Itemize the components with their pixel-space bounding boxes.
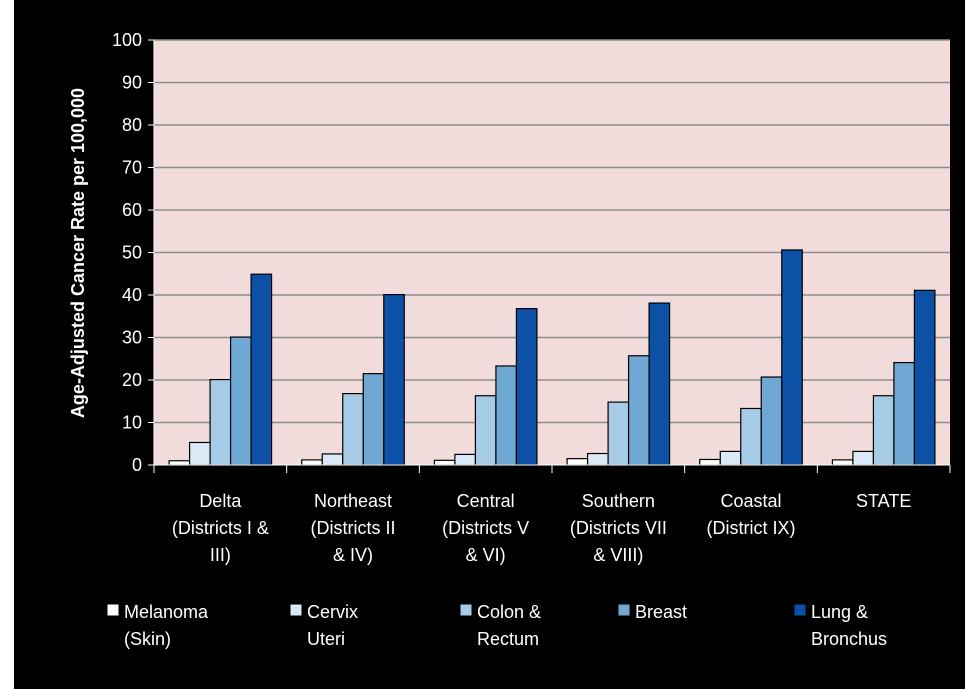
axes [148,39,951,473]
bar [760,376,783,466]
category-label: (Districts II [311,518,396,538]
bar [301,459,323,466]
category-label: Southern [582,491,655,511]
bar [831,459,854,466]
legend-label: Melanoma [124,602,209,622]
y-tick-label: 10 [122,413,142,433]
bar [719,450,742,466]
legend-label: Uteri [307,629,345,649]
bar [566,458,589,466]
y-tick-label: 70 [122,158,142,178]
legend-label: Cervix [307,602,358,622]
bar [740,407,762,466]
bar [781,249,803,466]
y-tick-label: 50 [122,243,142,263]
category-label: (District IX) [707,518,796,538]
bar [699,458,721,466]
y-tick-label: 100 [112,30,142,50]
category-label: & IV) [333,545,373,565]
y-tick-label: 90 [122,73,142,93]
category-label: STATE [856,491,911,511]
category-label: & VI) [466,545,506,565]
bar [229,336,252,466]
y-tick-label: 80 [122,115,142,135]
legend-swatch [793,603,807,617]
bar [433,459,456,466]
bar [913,289,936,466]
legend-label: Rectum [477,629,539,649]
category-label: & VIII) [593,545,643,565]
legend-label: Bronchus [811,629,887,649]
bar [893,361,916,466]
bar [362,373,385,466]
legend-swatch [106,603,120,617]
category-label: (Districts I & [172,518,269,538]
bar [250,273,273,466]
category-label: Northeast [314,491,392,511]
category-label: (Districts V [442,518,529,538]
category-label: (Districts VII [570,518,667,538]
category-label: Coastal [720,491,781,511]
bar [209,378,232,466]
bar [648,302,671,466]
legend-swatch [617,603,631,617]
y-tick-label: 30 [122,328,142,348]
legend-label: (Skin) [124,629,171,649]
y-tick-label: 20 [122,370,142,390]
legend-swatch [459,603,473,617]
category-labels: Delta (Districts I & III) Northeast (Distric… [172,491,912,565]
legend-label: Lung & [811,602,868,622]
bar [321,453,344,466]
category-label: Central [457,491,515,511]
y-axis-label: Age-Adjusted Cancer Rate per 100,000 [68,88,88,418]
bar [852,450,875,466]
y-tick-label: 0 [132,455,142,475]
legend: Melanoma (Skin) Cervix Uteri Colon & Rectum Br… [106,602,887,649]
legend-label: Breast [635,602,687,622]
bar [515,308,538,466]
y-tick-label: 60 [122,200,142,220]
y-tick-label: 40 [122,285,142,305]
gridlines [154,39,950,424]
bar [607,401,630,466]
bar [872,395,895,466]
bar [474,395,497,466]
chart-frame: 0 10 20 30 40 50 60 70 80 90 100 Delta (Districts I… [14,0,965,689]
legend-label: Colon & [477,602,541,622]
bar [168,460,191,466]
bar [627,355,650,466]
y-tick-labels: 0 10 20 30 40 50 60 70 80 90 100 [112,30,142,475]
category-label: Delta [199,491,242,511]
bar [495,365,518,466]
legend-swatch [289,603,303,617]
bar [454,453,477,466]
bar [188,441,211,466]
bar [383,293,405,466]
bar [342,393,364,466]
category-label: III) [210,545,231,565]
bar [586,452,609,466]
bar-chart: 0 10 20 30 40 50 60 70 80 90 100 Delta (Districts I… [68,30,951,649]
